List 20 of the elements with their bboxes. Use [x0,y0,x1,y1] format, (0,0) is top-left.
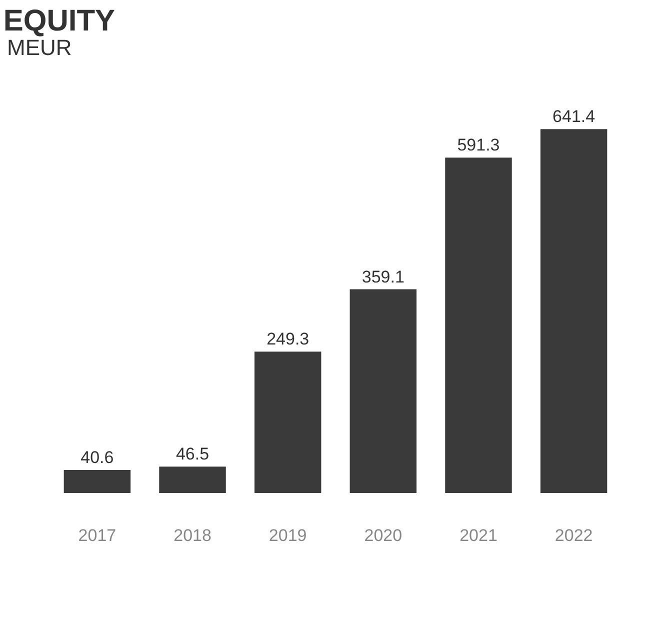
bar [350,289,417,493]
data-label: 40.6 [80,448,114,467]
bar [445,158,512,493]
x-tick-label: 2018 [174,526,212,545]
data-label: 46.5 [176,444,210,464]
data-label: 249.3 [266,330,310,349]
chart-subtitle: MEUR [7,35,72,60]
x-tick-label: 2019 [268,526,307,545]
data-label: 641.4 [552,107,596,126]
bar [159,466,226,493]
bar [64,470,131,493]
data-label: 359.1 [362,267,404,286]
x-tick-label: 2022 [554,526,593,545]
data-label: 591.3 [457,136,500,155]
bar [540,129,608,493]
x-tick-label: 2021 [460,526,498,545]
bar [254,352,322,493]
x-tick-label: 2017 [78,526,116,545]
chart-title: EQUITY [3,4,116,38]
x-tick-label: 2020 [364,526,402,545]
